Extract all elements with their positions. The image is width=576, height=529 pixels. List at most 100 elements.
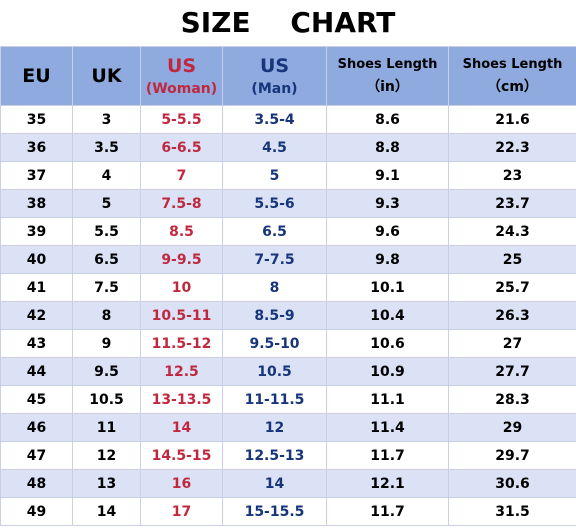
- table-cell: 6.5: [222, 217, 327, 246]
- table-row: 36 3.5 6-6.5 4.5 8.8 22.3: [0, 133, 576, 162]
- column-header: US (Man): [222, 46, 327, 106]
- table-cell: 7.5-8: [140, 189, 223, 218]
- table-cell: 16: [140, 469, 223, 498]
- table-cell: 8: [222, 273, 327, 302]
- table-cell: 11.7: [326, 497, 449, 526]
- table-cell: 4: [72, 161, 141, 190]
- table-cell: 3.5-4: [222, 105, 327, 134]
- table-cell: 8: [72, 301, 141, 330]
- table-cell: 11.7: [326, 441, 449, 470]
- table-row: 44 9.5 12.5 10.5 10.9 27.7: [0, 357, 576, 386]
- table-cell: 35: [0, 105, 73, 134]
- table-cell: 9-9.5: [140, 245, 223, 274]
- table-cell: 25: [448, 245, 576, 274]
- table-cell: 10.9: [326, 357, 449, 386]
- table-cell: 24.3: [448, 217, 576, 246]
- table-cell: 12.1: [326, 469, 449, 498]
- column-header: Shoes Length （cm）: [448, 46, 576, 106]
- table-row: 45 10.5 13-13.5 11-11.5 11.1 28.3: [0, 385, 576, 414]
- table-cell: 22.3: [448, 133, 576, 162]
- table-cell: 12: [222, 413, 327, 442]
- table-cell: 31.5: [448, 497, 576, 526]
- header-line: (Man): [251, 81, 298, 97]
- table-cell: 5.5: [72, 217, 141, 246]
- table-cell: 10.1: [326, 273, 449, 302]
- table-row: 42 8 10.5-11 8.5-9 10.4 26.3: [0, 301, 576, 330]
- table-cell: 14: [222, 469, 327, 498]
- table-row: 40 6.5 9-9.5 7-7.5 9.8 25: [0, 245, 576, 274]
- table-row: 43 9 11.5-12 9.5-10 10.6 27: [0, 329, 576, 358]
- table-cell: 13-13.5: [140, 385, 223, 414]
- header-line: Shoes Length: [462, 56, 563, 72]
- table-cell: 37: [0, 161, 73, 190]
- table-cell: 47: [0, 441, 73, 470]
- table-cell: 9.1: [326, 161, 449, 190]
- table-cell: 43: [0, 329, 73, 358]
- table-cell: 9.3: [326, 189, 449, 218]
- table-cell: 8.6: [326, 105, 449, 134]
- table-row: 35 3 5-5.5 3.5-4 8.6 21.6: [0, 105, 576, 134]
- table-cell: 14.5-15: [140, 441, 223, 470]
- table-cell: 11.4: [326, 413, 449, 442]
- table-cell: 26.3: [448, 301, 576, 330]
- table-cell: 45: [0, 385, 73, 414]
- table-cell: 44: [0, 357, 73, 386]
- header-line: UK: [91, 65, 122, 87]
- table-cell: 4.5: [222, 133, 327, 162]
- table-row: 47 12 14.5-15 12.5-13 11.7 29.7: [0, 441, 576, 470]
- table-cell: 12.5-13: [222, 441, 327, 470]
- table-cell: 9.8: [326, 245, 449, 274]
- header-line: （in）: [366, 78, 409, 95]
- table-row: 38 5 7.5-8 5.5-6 9.3 23.7: [0, 189, 576, 218]
- table-cell: 9: [72, 329, 141, 358]
- table-cell: 9.5-10: [222, 329, 327, 358]
- table-cell: 42: [0, 301, 73, 330]
- table-cell: 7: [140, 161, 223, 190]
- header-row: EU UK US (Woman) US (Man) Shoes Length （in） Shoe…: [0, 46, 576, 106]
- table-cell: 27.7: [448, 357, 576, 386]
- header-line: EU: [22, 65, 51, 87]
- table-cell: 7.5: [72, 273, 141, 302]
- table-cell: 5: [222, 161, 327, 190]
- table-cell: 8.5: [140, 217, 223, 246]
- table-cell: 8.8: [326, 133, 449, 162]
- table-cell: 10.5: [72, 385, 141, 414]
- table-cell: 15-15.5: [222, 497, 327, 526]
- table-cell: 11.5-12: [140, 329, 223, 358]
- column-header: UK: [72, 46, 141, 106]
- table-cell: 38: [0, 189, 73, 218]
- table-cell: 29.7: [448, 441, 576, 470]
- table-cell: 49: [0, 497, 73, 526]
- table-cell: 7-7.5: [222, 245, 327, 274]
- table-cell: 21.6: [448, 105, 576, 134]
- table-row: 46 11 14 12 11.4 29: [0, 413, 576, 442]
- header-line: （cm）: [487, 78, 538, 95]
- table-cell: 25.7: [448, 273, 576, 302]
- header-line: (Woman): [145, 81, 218, 97]
- table-row: 49 14 17 15-15.5 11.7 31.5: [0, 497, 576, 526]
- table-cell: 29: [448, 413, 576, 442]
- table-cell: 13: [72, 469, 141, 498]
- table-cell: 11.1: [326, 385, 449, 414]
- table-row: 39 5.5 8.5 6.5 9.6 24.3: [0, 217, 576, 246]
- table-cell: 27: [448, 329, 576, 358]
- table-cell: 5.5-6: [222, 189, 327, 218]
- table-cell: 23: [448, 161, 576, 190]
- table-cell: 12: [72, 441, 141, 470]
- table-cell: 41: [0, 273, 73, 302]
- table-cell: 3: [72, 105, 141, 134]
- table-row: 41 7.5 10 8 10.1 25.7: [0, 273, 576, 302]
- table-cell: 10.4: [326, 301, 449, 330]
- header-line: US: [166, 55, 197, 77]
- table-cell: 9.6: [326, 217, 449, 246]
- column-header: EU: [0, 46, 73, 106]
- table-cell: 6.5: [72, 245, 141, 274]
- column-header: US (Woman): [140, 46, 223, 106]
- table-cell: 11: [72, 413, 141, 442]
- table-cell: 5: [72, 189, 141, 218]
- title: SIZE CHART: [180, 6, 396, 39]
- table-cell: 10: [140, 273, 223, 302]
- table-cell: 30.6: [448, 469, 576, 498]
- table-cell: 40: [0, 245, 73, 274]
